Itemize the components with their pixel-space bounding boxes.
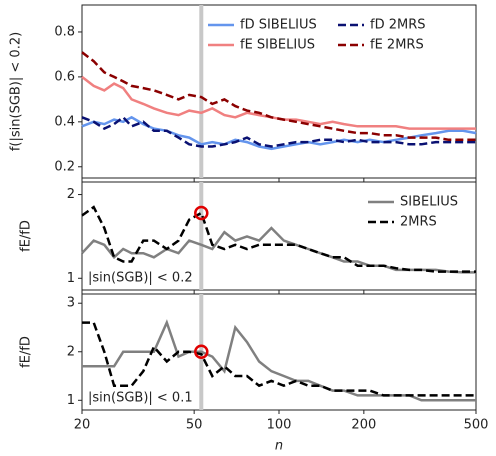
legend-label: fD 2MRS <box>370 18 426 33</box>
y-axis-label: f(|sin(SGB)| < 0.2) <box>9 32 24 151</box>
series-line <box>82 321 476 397</box>
legend-label: fE SIBELIUS <box>240 38 315 53</box>
highlight-marker <box>194 205 209 221</box>
series-line <box>82 319 476 402</box>
x-tick-label: 20 <box>74 418 91 433</box>
x-tick-label: 200 <box>351 418 376 433</box>
x-tick-label: 100 <box>267 418 292 433</box>
legend-label: 2MRS <box>400 215 437 230</box>
y-tick-label: 2 <box>67 344 75 359</box>
y-axis-label: fE/fD <box>19 220 34 252</box>
series-line <box>81 115 477 151</box>
legend-label: fE 2MRS <box>370 38 424 53</box>
x-tick-label: 500 <box>464 418 489 433</box>
highlight-marker <box>194 344 209 360</box>
x-axis-label: n <box>275 439 283 454</box>
y-tick-label: 1 <box>67 393 75 408</box>
annotation: |sin(SGB)| < 0.2 <box>88 271 193 286</box>
series-line <box>81 205 476 273</box>
y-tick-label: 3 <box>67 296 75 311</box>
y-tick-label: 0.6 <box>54 69 75 84</box>
y-tick-label: 1 <box>67 271 75 286</box>
y-tick-label: 2 <box>67 187 75 202</box>
y-tick-label: 0.4 <box>54 114 75 129</box>
x-tick-label: 50 <box>186 418 203 433</box>
series-line <box>81 51 476 142</box>
y-tick-label: 0.2 <box>54 159 75 174</box>
annotation: |sin(SGB)| < 0.1 <box>88 391 193 406</box>
series-line <box>81 75 476 130</box>
legend-label: fD SIBELIUS <box>240 18 317 33</box>
series-line <box>81 115 476 148</box>
y-tick-label: 0.8 <box>54 24 75 39</box>
series-line <box>81 226 476 274</box>
y-axis-label: fE/fD <box>19 336 34 368</box>
legend-label: SIBELIUS <box>400 195 458 210</box>
